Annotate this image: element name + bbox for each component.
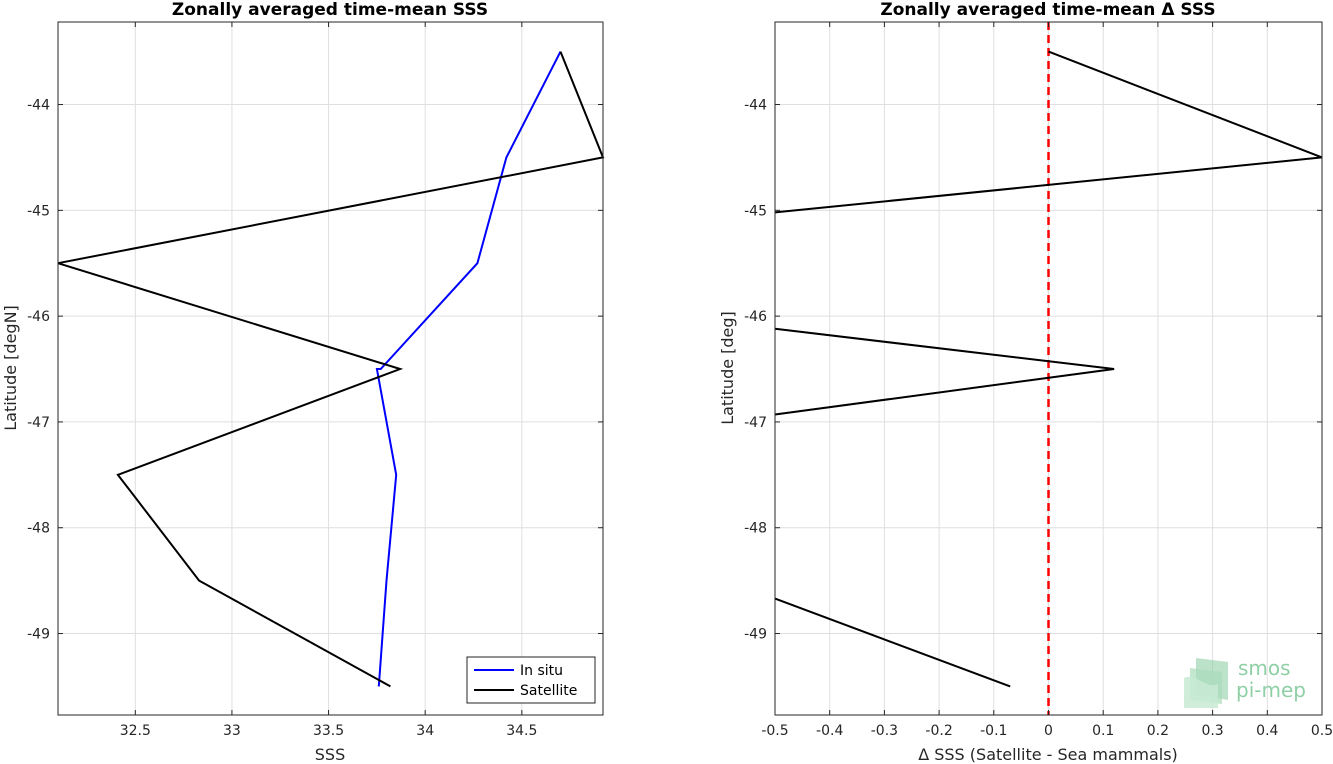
legend-label-in-situ: In situ <box>520 663 563 679</box>
y-tick-label: -44 <box>744 98 767 114</box>
x-axis-label: Δ SSS (Satellite - Sea mammals) <box>918 745 1178 764</box>
y-tick-label: -48 <box>744 521 767 537</box>
plot-area <box>58 22 603 715</box>
panel-sss: 32.5 33 33.5 34 34.5 -44 -45 -46 -47 -48 -49 Zonal… <box>1 0 605 764</box>
panel-delta-sss: -0.5 -0.4 -0.3 -0.2 -0.1 0 0.1 0.2 0.3 0.4 0.5 -44 -… <box>718 0 1333 764</box>
y-tick-label: -49 <box>744 627 767 643</box>
x-tick-label: 32.5 <box>120 723 151 739</box>
y-tick-label: -46 <box>744 309 767 325</box>
y-axis-label: Latitude [deg] <box>718 311 737 425</box>
logo-text-line2: pi-mep <box>1236 678 1306 702</box>
y-tick-label: -45 <box>27 203 50 219</box>
x-axis-label: SSS <box>315 745 345 764</box>
x-tick-label: 0 <box>1044 723 1053 739</box>
legend: In situ Satellite <box>466 656 596 704</box>
x-tick-label: 0.2 <box>1147 723 1169 739</box>
series-line-series-0 <box>774 597 1011 688</box>
x-tick-label: 0.3 <box>1201 723 1223 739</box>
x-tick-label: -0.4 <box>816 723 843 739</box>
x-tick-label: -0.3 <box>871 723 898 739</box>
x-tick-label: -0.1 <box>980 723 1007 739</box>
chart-title: Zonally averaged time-mean Δ SSS <box>880 0 1215 20</box>
series-line-series-0 <box>774 327 1115 416</box>
legend-label-satellite: Satellite <box>520 683 577 699</box>
x-tick-label: -0.5 <box>761 723 788 739</box>
x-tick-label: 33 <box>223 723 241 739</box>
chart-title: Zonally averaged time-mean SSS <box>172 0 488 20</box>
x-tick-label: 34.5 <box>506 723 537 739</box>
grid <box>58 22 603 715</box>
logo-text-line1: smos <box>1238 656 1291 680</box>
tick-labels: 32.5 33 33.5 34 34.5 -44 -45 -46 -47 -48 -49 <box>27 22 603 739</box>
y-tick-label: -44 <box>27 98 50 114</box>
tick-labels: -0.5 -0.4 -0.3 -0.2 -0.1 0 0.1 0.2 0.3 0.4 0.5 -44 -… <box>744 22 1333 739</box>
y-axis-label: Latitude [degN] <box>1 305 20 431</box>
y-tick-label: -45 <box>744 203 767 219</box>
y-tick-label: -48 <box>27 521 50 537</box>
x-tick-label: 0.1 <box>1092 723 1114 739</box>
smos-pi-mep-logo: smos pi-mep <box>1184 656 1306 708</box>
series-line-in-situ <box>375 51 562 687</box>
y-tick-label: -46 <box>27 309 50 325</box>
axes-box <box>57 21 604 716</box>
y-tick-label: -49 <box>27 627 50 643</box>
x-tick-label: 33.5 <box>313 723 344 739</box>
y-tick-label: -47 <box>27 415 50 431</box>
x-tick-label: 0.4 <box>1256 723 1278 739</box>
logo-mark-front <box>1184 676 1218 708</box>
x-tick-label: 0.5 <box>1311 723 1333 739</box>
x-tick-label: 34 <box>416 723 434 739</box>
y-tick-label: -47 <box>744 415 767 431</box>
x-tick-label: -0.2 <box>925 723 952 739</box>
legend-box <box>466 656 596 704</box>
